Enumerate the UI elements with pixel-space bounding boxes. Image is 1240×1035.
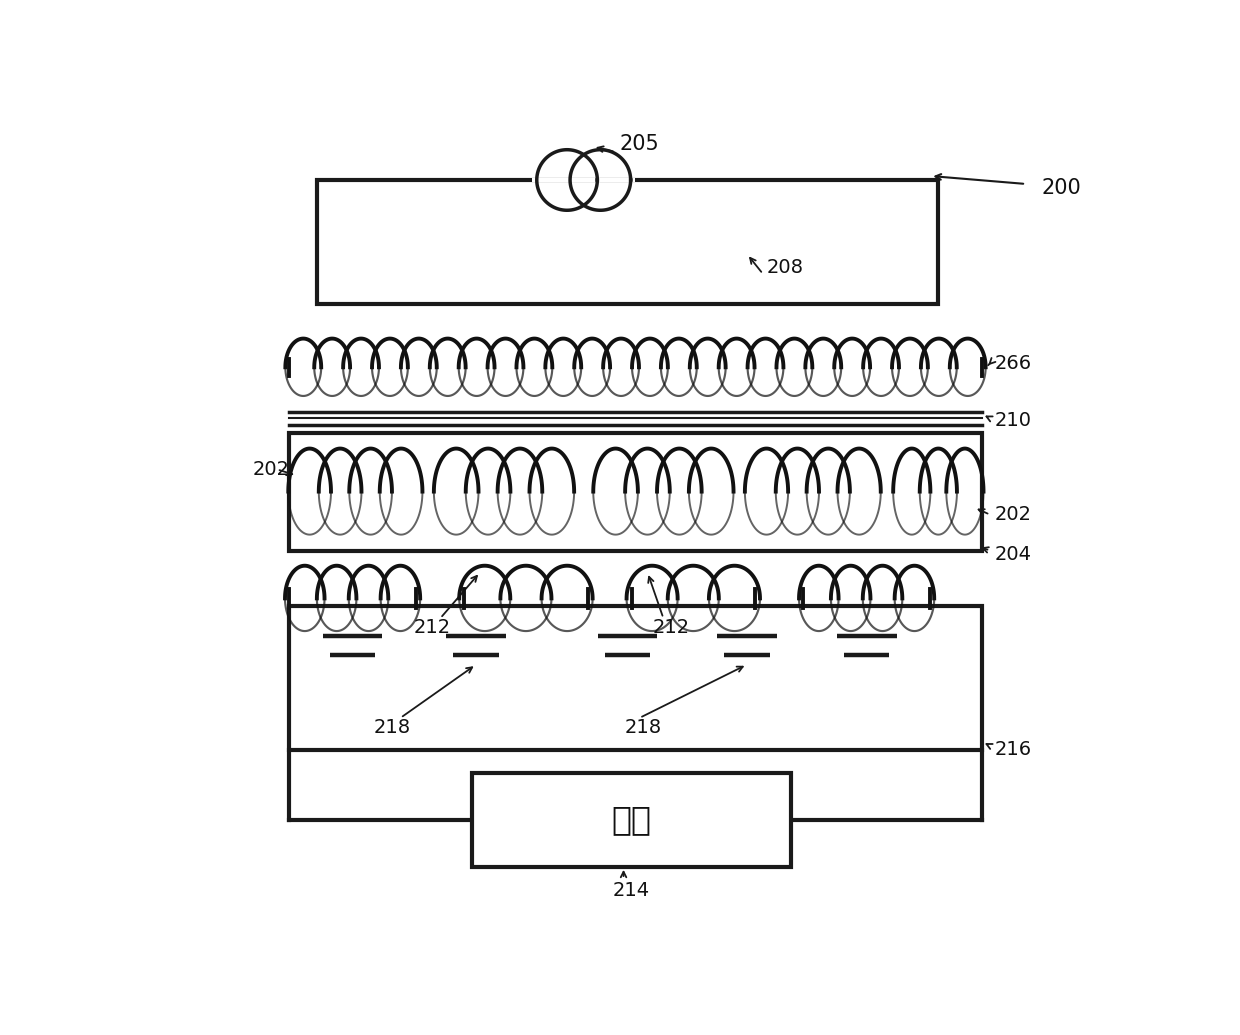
Text: 204: 204 bbox=[994, 545, 1032, 564]
Text: 210: 210 bbox=[994, 411, 1032, 431]
Text: 202: 202 bbox=[994, 505, 1032, 524]
Bar bbox=[316, 180, 939, 303]
Text: 205: 205 bbox=[620, 135, 660, 154]
Text: 218: 218 bbox=[374, 718, 410, 737]
Text: 212: 212 bbox=[652, 618, 689, 638]
Bar bbox=[289, 433, 982, 551]
Text: 208: 208 bbox=[768, 258, 804, 277]
Bar bbox=[532, 178, 635, 182]
Text: 202: 202 bbox=[253, 460, 290, 479]
Text: 200: 200 bbox=[1042, 178, 1081, 198]
Bar bbox=[472, 773, 791, 867]
Text: 212: 212 bbox=[414, 618, 451, 638]
Text: 214: 214 bbox=[613, 882, 650, 900]
Text: 218: 218 bbox=[625, 718, 662, 737]
Bar bbox=[289, 607, 982, 749]
Text: 负载: 负载 bbox=[611, 803, 651, 836]
Text: 216: 216 bbox=[994, 740, 1032, 760]
Text: 266: 266 bbox=[994, 354, 1032, 373]
